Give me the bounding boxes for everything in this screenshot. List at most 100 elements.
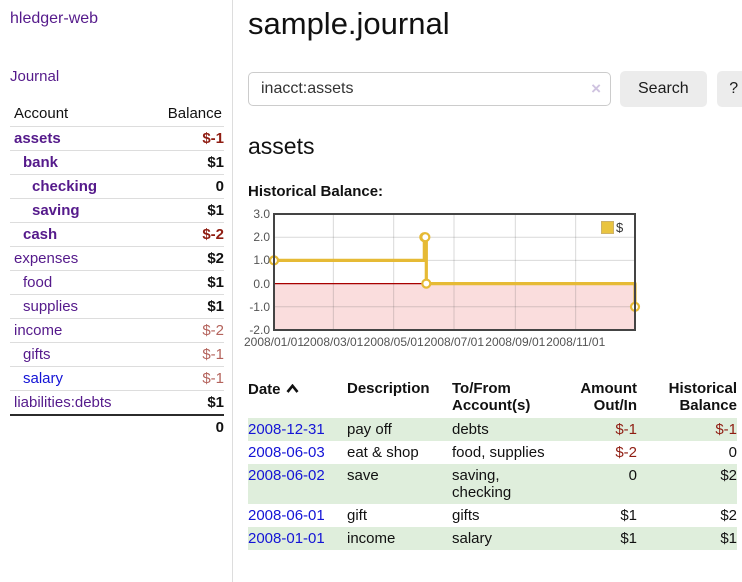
sidebar-item-journal[interactable]: Journal (10, 68, 60, 85)
transaction-balance: $1 (647, 527, 737, 550)
transaction-amount: $-1 (567, 418, 647, 441)
account-link[interactable]: saving (32, 202, 80, 219)
account-link[interactable]: salary (23, 370, 64, 387)
accounts-col-account: Account (14, 105, 69, 122)
account-balance: $-2 (144, 318, 224, 343)
app-title-link[interactable]: hledger-web (10, 10, 99, 27)
register-row: 2008-06-03 eat & shop food, supplies $-2 0 (248, 441, 737, 464)
register-col-amount: Amount Out/In (580, 380, 637, 414)
account-link[interactable]: assets (14, 130, 61, 147)
accounts-col-balance: Balance (167, 105, 222, 122)
page-title: sample.journal (248, 6, 450, 41)
y-tick-label: -1.0 (249, 299, 270, 314)
legend-swatch-icon (601, 221, 614, 234)
account-balance: $1 (144, 294, 224, 319)
account-row: checking 0 (10, 174, 224, 199)
register-col-description: Description (347, 380, 430, 397)
account-row: bank $1 (10, 150, 224, 175)
account-row: liabilities:debts $1 (10, 390, 224, 415)
sort-ascending-icon (286, 380, 299, 397)
accounts-total-row: 0 (10, 414, 224, 439)
transaction-description: pay off (347, 418, 452, 441)
transaction-amount: 0 (567, 464, 647, 504)
account-balance: $1 (144, 150, 224, 175)
account-balance: $1 (144, 390, 224, 415)
transaction-accounts: debts (452, 418, 567, 441)
transaction-date-link[interactable]: 2008-06-03 (248, 444, 325, 461)
transaction-date-link[interactable]: 2008-01-01 (248, 530, 325, 547)
account-row: salary $-1 (10, 366, 224, 391)
search-input[interactable] (248, 72, 611, 106)
help-button[interactable]: ? (716, 71, 742, 107)
account-link[interactable]: checking (32, 178, 98, 195)
x-tick-label: 2008/11/01 (546, 335, 606, 349)
account-row: food $1 (10, 270, 224, 295)
chart-label: Historical Balance: (248, 183, 384, 200)
account-balance: 0 (144, 174, 224, 199)
account-link[interactable]: supplies (23, 298, 79, 315)
account-balance: $-1 (144, 126, 224, 151)
chart-canvas (268, 213, 641, 331)
transaction-amount: $1 (567, 527, 647, 550)
account-link[interactable]: bank (23, 154, 59, 171)
account-row: saving $1 (10, 198, 224, 223)
x-tick-label: 2008/09/01 (485, 335, 546, 349)
transaction-description: eat & shop (347, 444, 419, 461)
transaction-accounts: salary (452, 527, 567, 550)
transaction-amount: $1 (620, 507, 637, 524)
y-tick-label: 1.0 (253, 253, 270, 268)
account-link[interactable]: food (23, 274, 53, 291)
transaction-description: save (347, 464, 452, 504)
account-balance: $-1 (144, 366, 224, 391)
sidebar: hledger-web Journal Account Balance asse… (0, 0, 233, 582)
account-row: income $-2 (10, 318, 224, 343)
transaction-accounts: saving, checking (452, 464, 567, 504)
transaction-accounts: food, supplies (452, 444, 545, 461)
transaction-balance: 0 (728, 444, 737, 461)
account-link[interactable]: income (14, 322, 63, 339)
y-tick-label: 2.0 (253, 230, 270, 245)
transaction-accounts: gifts (452, 507, 480, 524)
transaction-amount: $-2 (615, 444, 637, 461)
x-tick-label: 2008/03/01 (303, 335, 364, 349)
account-link[interactable]: expenses (14, 250, 79, 267)
x-tick-label: 2008/05/01 (363, 335, 424, 349)
main-content: sample.journal × Search ? assets Histori… (233, 0, 742, 582)
transaction-date-link[interactable]: 2008-06-01 (248, 507, 325, 524)
register-col-accounts: To/From Account(s) (452, 380, 531, 414)
account-balance: $-2 (144, 222, 224, 247)
y-tick-label: 3.0 (253, 207, 270, 221)
register-row: 2008-06-02 save saving, checking 0 $2 (248, 464, 737, 504)
register-row: 2008-01-01 income salary $1 $1 (248, 527, 737, 550)
y-tick-label: 0.0 (253, 276, 270, 291)
account-balance: $-1 (144, 342, 224, 367)
register-col-balance: Historical Balance (668, 380, 737, 414)
register-col-date[interactable]: Date (248, 378, 347, 418)
transaction-date-link[interactable]: 2008-06-02 (248, 467, 325, 484)
account-row: supplies $1 (10, 294, 224, 319)
search-bar: × Search ? (248, 71, 742, 107)
transaction-date-link[interactable]: 2008-12-31 (248, 421, 325, 438)
register-row: 2008-06-01 gift gifts $1 $2 (248, 504, 737, 527)
historical-balance-chart: $ 3.0 2.0 1.0 0.0 -1.0 -2.0 2008/01/01 2008/03/… (244, 207, 650, 354)
search-button[interactable]: Search (620, 71, 707, 107)
transaction-balance: $-1 (647, 418, 737, 441)
account-link[interactable]: liabilities:debts (14, 394, 112, 411)
account-link[interactable]: cash (23, 226, 58, 243)
legend-label: $ (616, 220, 624, 235)
x-tick-label: 2008/07/01 (423, 335, 485, 349)
transaction-balance: $2 (647, 464, 737, 504)
transaction-description: income (347, 527, 452, 550)
chart-legend: $ (601, 220, 623, 235)
y-tick-label: -2.0 (249, 323, 270, 337)
account-balance: $1 (144, 270, 224, 295)
transaction-description: gift (347, 507, 368, 524)
transaction-balance: $2 (720, 507, 737, 524)
account-row: cash $-2 (10, 222, 224, 247)
account-row: assets $-1 (10, 126, 224, 151)
account-link[interactable]: gifts (23, 346, 51, 363)
clear-search-icon[interactable]: × (591, 79, 601, 98)
register-table: Date Description To/From Account(s) Amou… (248, 378, 737, 550)
account-balance: $1 (144, 198, 224, 223)
accounts-table: Account Balance assets $-1 bank $1 checking 0… (10, 101, 224, 439)
